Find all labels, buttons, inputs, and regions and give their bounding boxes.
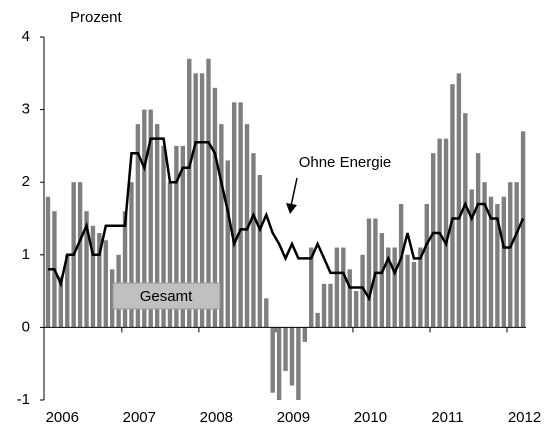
- legend-label: Ohne Energie: [299, 154, 392, 171]
- bar: [97, 233, 102, 328]
- bar: [353, 291, 359, 328]
- bar: [334, 247, 340, 328]
- bar: [154, 124, 160, 328]
- bar: [129, 182, 134, 328]
- bar: [135, 124, 141, 328]
- bar: [398, 203, 404, 328]
- bar: [45, 196, 51, 328]
- bars: [45, 58, 526, 400]
- bar: [482, 182, 487, 328]
- bar: [488, 196, 494, 328]
- bar: [443, 138, 449, 328]
- bar: [238, 102, 243, 328]
- x-tick-label: 2009: [277, 409, 310, 426]
- x-tick-label: 2007: [123, 409, 156, 426]
- y-tick-label: 2: [22, 173, 30, 190]
- arrow-head: [286, 203, 297, 214]
- line: [48, 137, 525, 302]
- bar: [231, 102, 237, 328]
- bar: [257, 174, 263, 328]
- bar: [219, 124, 224, 328]
- bar: [199, 73, 205, 328]
- bar: [456, 73, 462, 328]
- bar: [411, 262, 417, 328]
- bar: [360, 254, 365, 328]
- bar: [315, 312, 320, 328]
- bar: [122, 211, 128, 328]
- x-tick-label: 2008: [200, 409, 233, 426]
- bar: [341, 247, 346, 328]
- bar: [142, 109, 147, 328]
- x-tick-label: 2010: [354, 409, 387, 426]
- bar: [187, 58, 192, 328]
- legend-box: [112, 282, 221, 310]
- bar: [193, 73, 198, 328]
- bar: [302, 327, 307, 342]
- bar: [431, 153, 436, 328]
- arrow: [290, 177, 298, 207]
- bar: [379, 233, 385, 328]
- bar: [418, 247, 423, 328]
- bar: [110, 269, 115, 328]
- bar: [475, 153, 481, 328]
- bar: [65, 254, 70, 328]
- bar: [289, 327, 295, 386]
- legend-label: Gesamt: [140, 288, 193, 305]
- bar: [77, 182, 83, 328]
- bar: [103, 240, 108, 328]
- bar: [283, 327, 288, 371]
- bar: [180, 145, 186, 328]
- bar: [148, 109, 153, 328]
- bar: [174, 145, 179, 328]
- x-tick-label: 2011: [431, 409, 463, 426]
- bar: [495, 203, 500, 328]
- bar: [276, 327, 282, 400]
- bar: [167, 182, 173, 328]
- y-axis-label: Prozent: [70, 9, 123, 26]
- bar: [264, 298, 269, 328]
- bar: [508, 182, 513, 328]
- y-tick-label: 0: [22, 318, 30, 335]
- x-tick-label: 2012: [508, 409, 541, 426]
- bar: [90, 225, 96, 328]
- bar: [501, 196, 507, 328]
- bar: [463, 113, 468, 328]
- bar: [347, 269, 352, 328]
- y-tick-label: -1: [17, 391, 30, 408]
- bar: [469, 189, 474, 328]
- bar: [296, 327, 301, 400]
- bar: [84, 211, 89, 328]
- bar: [212, 87, 218, 328]
- bar: [450, 84, 455, 328]
- bar: [251, 153, 256, 328]
- bar: [424, 203, 429, 328]
- bar: [206, 58, 211, 328]
- bar: [270, 327, 275, 393]
- bar: [244, 124, 250, 328]
- x-tick-label: 2006: [46, 409, 79, 426]
- bar: [225, 160, 230, 328]
- bar: [514, 182, 519, 328]
- bar: [405, 254, 410, 328]
- bar: [321, 283, 327, 328]
- y-tick-label: 1: [22, 246, 30, 263]
- bar: [328, 283, 333, 328]
- bar: [520, 131, 526, 328]
- bar: [386, 247, 391, 328]
- bar: [161, 145, 166, 328]
- y-tick-label: 3: [22, 101, 30, 118]
- bar: [309, 247, 314, 328]
- bar: [366, 218, 372, 328]
- bar: [392, 247, 397, 328]
- bar: [58, 276, 64, 328]
- y-tick-label: 4: [22, 28, 30, 45]
